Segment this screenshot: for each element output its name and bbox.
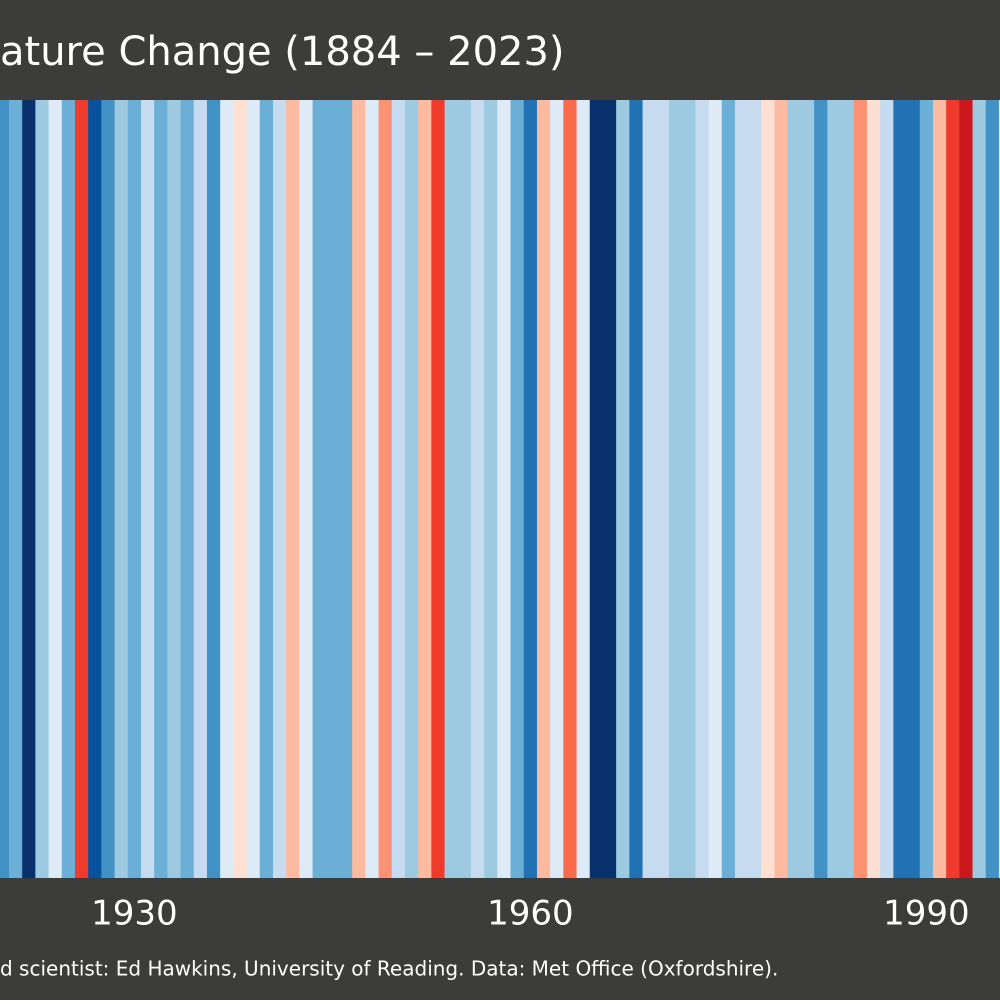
stripe: [523, 100, 538, 878]
stripe: [259, 100, 274, 878]
stripe: [167, 100, 182, 878]
stripe: [431, 100, 446, 878]
stripe: [668, 100, 683, 878]
stripe: [338, 100, 353, 878]
stripe: [840, 100, 855, 878]
stripe: [800, 100, 815, 878]
stripe: [378, 100, 393, 878]
stripe: [563, 100, 578, 878]
stripe: [602, 100, 617, 878]
stripe: [866, 100, 881, 878]
x-tick-label: 1930: [91, 894, 178, 934]
stripe: [880, 100, 894, 878]
stripe: [101, 100, 116, 878]
stripe: [114, 100, 129, 878]
stripe: [391, 100, 406, 878]
stripe: [708, 100, 723, 878]
stripe: [893, 100, 908, 878]
stripe: [325, 100, 340, 878]
stripe: [206, 100, 221, 878]
stripe: [154, 100, 168, 878]
stripes: [0, 100, 1000, 878]
stripe: [352, 100, 366, 878]
stripe: [629, 100, 644, 878]
stripe: [180, 100, 195, 878]
stripe: [774, 100, 789, 878]
chart-title: ature Change (1884 – 2023): [0, 29, 565, 75]
stripe: [61, 100, 76, 878]
stripe: [695, 100, 710, 878]
stripe: [827, 100, 842, 878]
stripe: [286, 100, 300, 878]
stripe: [312, 100, 327, 878]
stripe: [946, 100, 960, 878]
stripe: [761, 100, 776, 878]
stripe: [404, 100, 419, 878]
stripe: [576, 100, 591, 878]
stripe: [140, 100, 155, 878]
stripe: [48, 100, 63, 878]
stripe: [550, 100, 564, 878]
stripe: [484, 100, 498, 878]
stripe: [233, 100, 248, 878]
x-tick-label: 1960: [487, 894, 574, 934]
stripe: [682, 100, 696, 878]
stripe: [998, 100, 1000, 878]
stripe: [906, 100, 921, 878]
stripe: [721, 100, 736, 878]
stripe: [74, 100, 89, 878]
stripe: [748, 100, 762, 878]
stripe: [418, 100, 432, 878]
stripe: [536, 100, 551, 878]
stripe: [22, 100, 36, 878]
stripe: [734, 100, 749, 878]
stripe: [444, 100, 459, 878]
stripe: [35, 100, 50, 878]
stripe: [220, 100, 234, 878]
stripe: [8, 100, 23, 878]
stripe: [919, 100, 934, 878]
stripe: [616, 100, 630, 878]
stripe: [127, 100, 142, 878]
stripe: [365, 100, 380, 878]
stripe: [972, 100, 987, 878]
stripe: [985, 100, 1000, 878]
footer: d scientist: Ed Hawkins, University of R…: [0, 957, 778, 981]
stripe: [470, 100, 485, 878]
stripe: [959, 100, 974, 878]
stripe: [0, 100, 10, 878]
stripe: [932, 100, 947, 878]
stripe: [642, 100, 657, 878]
x-tick-label: 1990: [883, 894, 970, 934]
stripe: [589, 100, 604, 878]
stripe: [246, 100, 261, 878]
stripe: [193, 100, 208, 878]
stripe: [88, 100, 102, 878]
stripe: [457, 100, 472, 878]
stripe: [853, 100, 868, 878]
stripe: [655, 100, 670, 878]
stripe: [814, 100, 828, 878]
stripe: [510, 100, 525, 878]
stripe: [299, 100, 314, 878]
stripe: [787, 100, 802, 878]
stripe: [497, 100, 512, 878]
stripe: [272, 100, 287, 878]
